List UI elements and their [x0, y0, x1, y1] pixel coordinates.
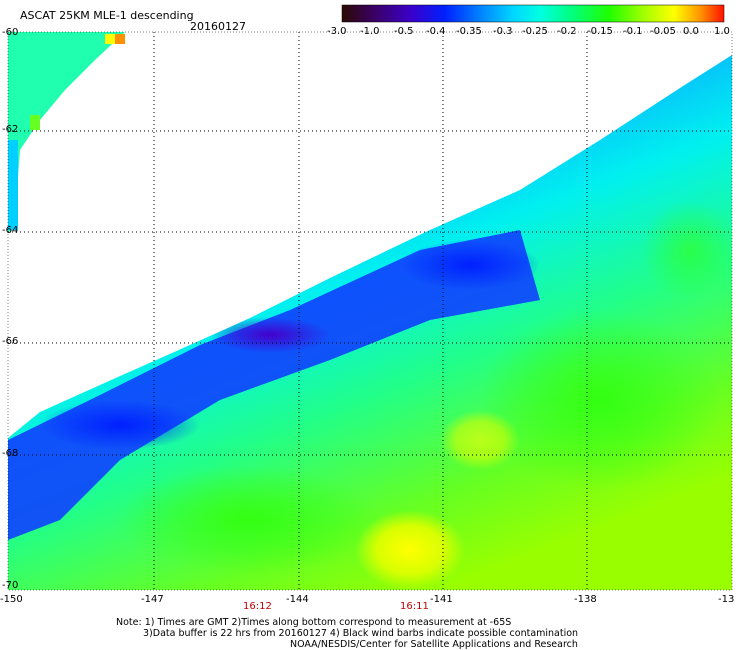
colorbar-label: -0.1	[623, 26, 643, 37]
product-date: 20160127	[190, 20, 246, 33]
colorbar	[341, 4, 725, 23]
upper-swath	[8, 32, 125, 232]
lon-label: -141	[430, 594, 453, 605]
footer-note-2: 3)Data buffer is 22 hrs from 20160127 4)…	[143, 628, 579, 639]
colorbar-label: 1.0	[714, 26, 730, 37]
time-label: 16:12	[243, 601, 272, 612]
footer-note-1: Note: 1) Times are GMT 2)Times along bot…	[116, 617, 512, 628]
lon-label: -147	[141, 594, 164, 605]
colorbar-label: -0.25	[522, 26, 548, 37]
lat-label: -66	[2, 336, 19, 347]
lon-label: -150	[0, 594, 23, 605]
wind-swath	[8, 55, 732, 590]
lat-label: -64	[2, 225, 19, 236]
colorbar-label: -3.0	[327, 26, 347, 37]
colorbar-label: -0.3	[493, 26, 513, 37]
time-label: 16:11	[400, 601, 429, 612]
colorbar-label: -0.2	[557, 26, 577, 37]
footer-note-3: NOAA/NESDIS/Center for Satellite Applica…	[290, 639, 578, 650]
map-frame	[7, 31, 733, 591]
lon-label: -138	[574, 594, 597, 605]
lat-label: -60	[2, 27, 19, 38]
lon-label: -144	[286, 594, 309, 605]
colorbar-label: -0.4	[426, 26, 446, 37]
product-title: ASCAT 25KM MLE-1 descending	[20, 9, 194, 22]
colorbar-label: -1.0	[360, 26, 380, 37]
colorbar-label: -0.15	[587, 26, 613, 37]
colorbar-label: -0.35	[456, 26, 482, 37]
lat-label: -62	[2, 124, 19, 135]
colorbar-label: 0.0	[683, 26, 699, 37]
graticule	[8, 32, 732, 590]
lon-label: -13	[718, 594, 735, 605]
lat-label: -68	[2, 448, 19, 459]
colorbar-label: -0.05	[650, 26, 676, 37]
colorbar-label: -0.5	[394, 26, 414, 37]
lat-label: -70	[2, 580, 19, 591]
